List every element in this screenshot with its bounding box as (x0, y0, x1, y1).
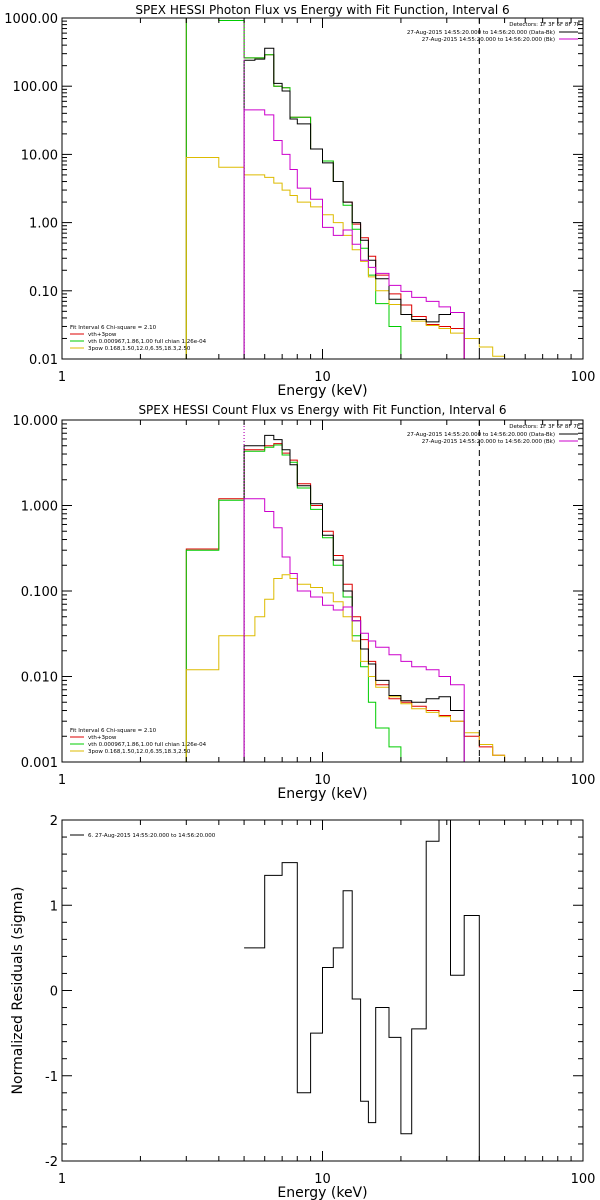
y-tick-label: 0.10 (29, 285, 58, 300)
data-layer (244, 820, 480, 1161)
y-tick-label: 2 (50, 814, 58, 829)
series-6-27-aug-2015-14-55-20-000-to-14-56-20-000-line (244, 820, 480, 1161)
y-tick-label: 1 (50, 899, 58, 914)
legend-entry-label: vth+3pow (88, 332, 117, 338)
legend-bottom-left: Fit Interval 6 Chi-square = 2.10vth+3pow… (70, 728, 207, 755)
y-tick-label: 0.001 (21, 756, 58, 771)
legend-entry-label: 27-Aug-2015 14:55:20.000 to 14:56:20.000… (407, 30, 555, 36)
legend-top-right: Detectors: 1F 3F 6F 8F 7F 27-Aug-2015 14:… (407, 22, 580, 43)
legend-entry-label: vth+3pow (88, 735, 117, 741)
legend-entry-label: 27-Aug-2015 14:55:20.000 to 14:56:20.000… (407, 432, 555, 438)
x-tick-label: 10 (314, 1172, 331, 1187)
chart-title: SPEX HESSI Count Flux vs Energy with Fit… (138, 403, 506, 417)
x-tick-label: 100 (571, 1172, 596, 1187)
legend-bottom-left: Fit Interval 6 Chi-square = 2.10vth+3pow… (70, 325, 207, 352)
data-layer (185, 18, 506, 359)
legend-entry-label: 27-Aug-2015 14:55:20.000 to 14:56:20.000… (422, 37, 555, 43)
count-flux-panel: SPEX HESSI Count Flux vs Energy with Fit… (13, 403, 596, 802)
series-bk-line (243, 498, 465, 762)
series-data-bk-line (243, 47, 465, 359)
legend-entry-label: vth 0.000967,1.86,1.00 full chian 1.26e-… (88, 339, 207, 345)
legend-header: Fit Interval 6 Chi-square = 2.10 (70, 325, 157, 331)
x-tick-label: 100 (571, 773, 596, 788)
residuals-panel: 1 10 100 -2 -1 0 1 2 Energy (keV) Normalized Resi… (10, 814, 595, 1200)
chart-title: SPEX HESSI Photon Flux vs Energy with Fi… (135, 3, 509, 17)
legend-entry-label: 3pow 0.168,1.50,12.0,6.35,18.3,2.50 (88, 749, 191, 755)
x-axis-label: Energy (keV) (277, 383, 367, 399)
series-data-bk-line (243, 434, 465, 762)
y-tick-label: -2 (45, 1155, 58, 1170)
x-tick-label: 10 (314, 370, 331, 385)
series-bk-line (243, 109, 465, 359)
y-tick-label: 0.01 (29, 353, 58, 368)
y-tick-label: 10.000 (13, 414, 59, 429)
photon-flux-panel: SPEX HESSI Photon Flux vs Energy with Fi… (4, 3, 595, 399)
x-axis-label: Energy (keV) (277, 786, 367, 802)
y-tick-label: 10.00 (21, 148, 58, 163)
legend-top-right: Detectors: 1F 3F 6F 8F 7F 27-Aug-2015 14:… (407, 424, 580, 445)
legend-header: Fit Interval 6 Chi-square = 2.10 (70, 728, 157, 734)
y-axis-label: Normalized Residuals (sigma) (10, 887, 26, 1095)
legend-entry-label: vth 0.000967,1.86,1.00 full chian 1.26e-… (88, 742, 207, 748)
x-tick-label: 1 (58, 773, 66, 788)
legend-entry-label: 3pow 0.168,1.50,12.0,6.35,18.3,2.50 (88, 346, 191, 352)
x-tick-label: 1 (58, 1172, 66, 1187)
y-tick-label: -1 (45, 1070, 58, 1085)
x-tick-label: 10 (314, 773, 331, 788)
y-tick-label: 1.000 (21, 500, 58, 515)
y-tick-label: 0.100 (21, 585, 58, 600)
y-tick-label: 100.00 (13, 80, 59, 95)
y-tick-label: 1000.00 (4, 12, 58, 27)
legend-top-left: 6. 27-Aug-2015 14:55:20.000 to 14:56:20.… (70, 833, 216, 839)
y-tick-label: 0 (50, 985, 58, 1000)
legend-entry-label: 6. 27-Aug-2015 14:55:20.000 to 14:56:20.… (88, 833, 216, 839)
x-tick-label: 1 (58, 370, 66, 385)
data-layer (185, 434, 526, 762)
legend-header: Detectors: 1F 3F 6F 8F 7F (509, 424, 580, 430)
series-3pow-line (185, 157, 506, 359)
x-axis-label: Energy (keV) (277, 1185, 367, 1200)
x-tick-label: 100 (571, 370, 596, 385)
y-tick-label: 1.00 (29, 217, 58, 232)
legend-entry-label: 27-Aug-2015 14:55:20.000 to 14:56:20.000… (422, 439, 555, 445)
y-tick-label: 0.010 (21, 671, 58, 686)
legend-header: Detectors: 1F 3F 6F 8F 7F (509, 22, 580, 28)
